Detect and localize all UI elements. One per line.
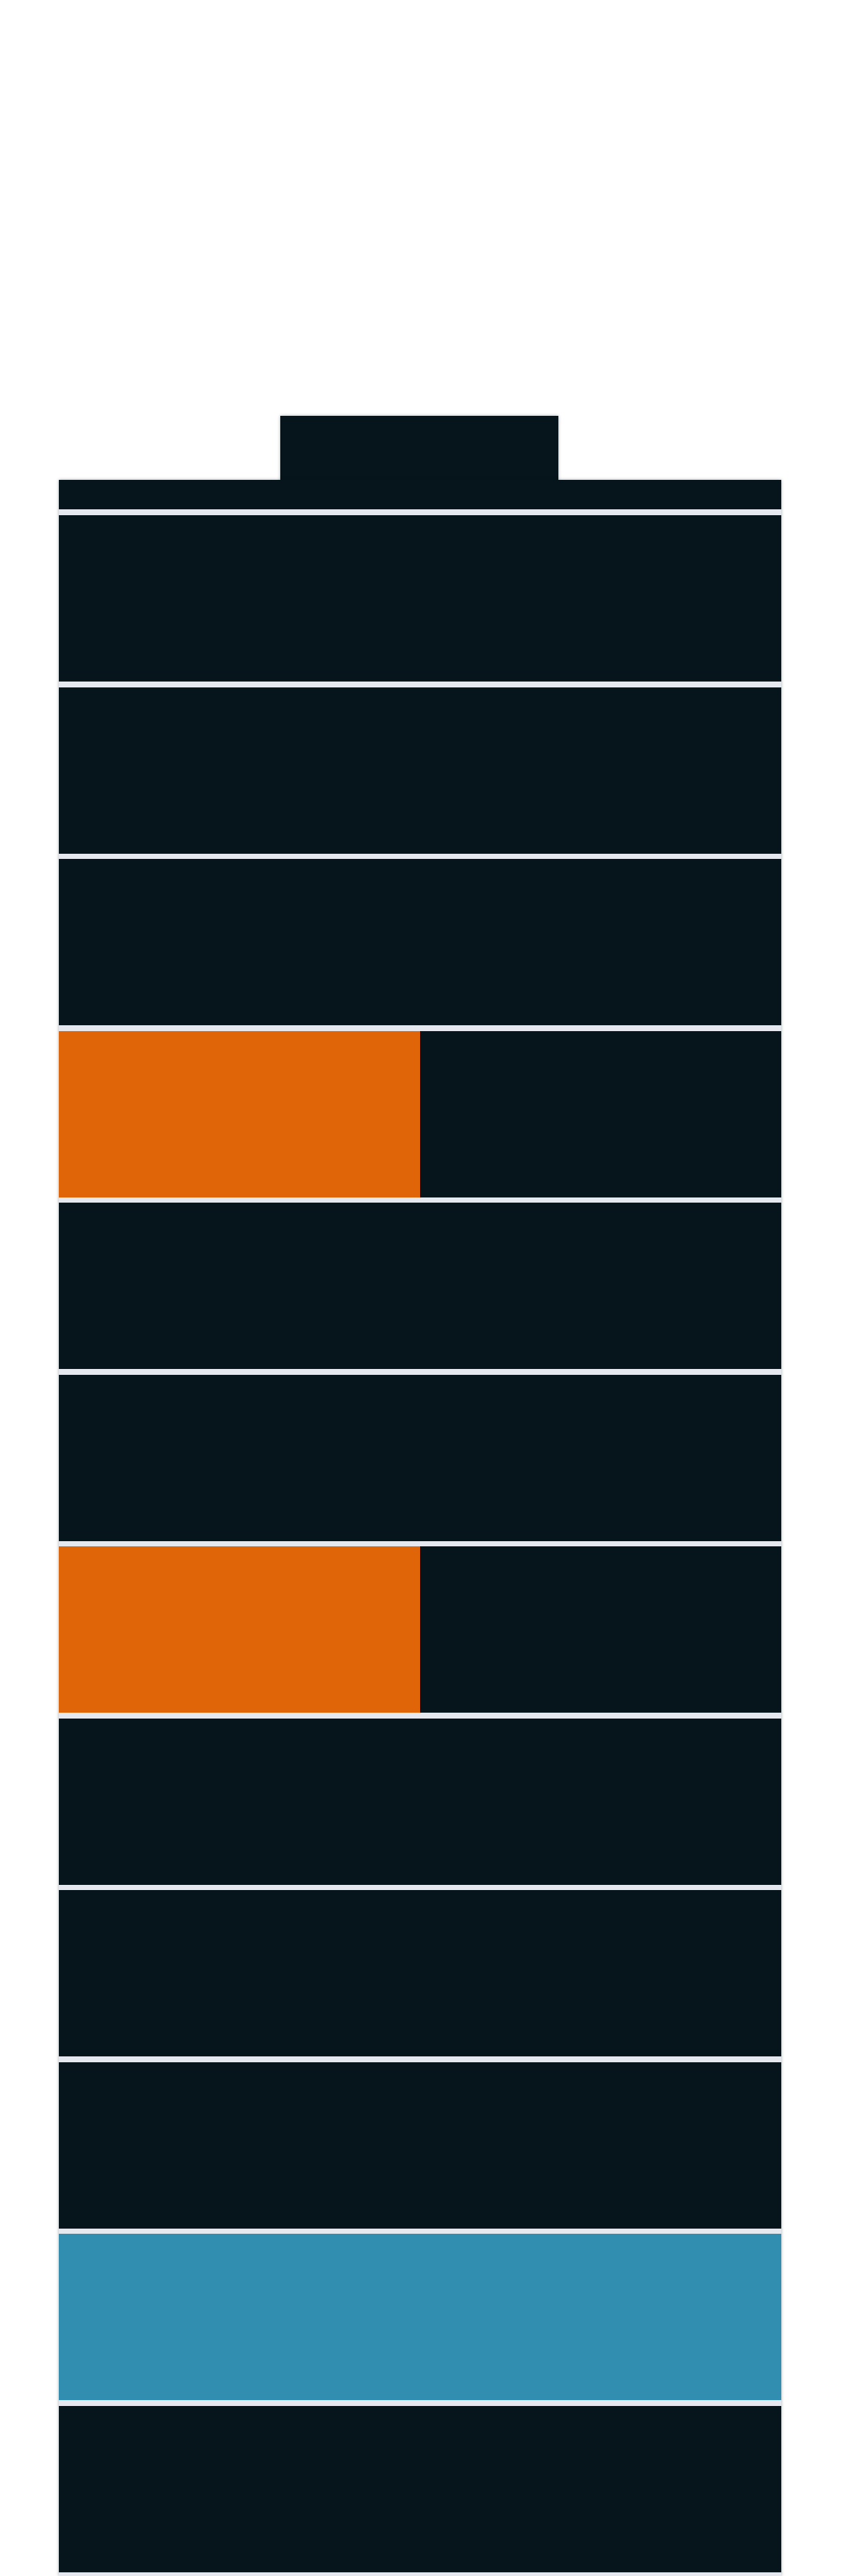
cell-separator <box>59 2228 781 2234</box>
battery-cell <box>59 2234 781 2400</box>
battery-cell <box>59 2405 781 2572</box>
cell-fill <box>59 1546 420 1713</box>
cell-separator <box>59 1540 781 1546</box>
battery-cell <box>59 1374 781 1541</box>
battery-cell <box>59 859 781 1025</box>
cell-separator <box>59 1025 781 1031</box>
cell-separator <box>59 853 781 859</box>
cell-separator <box>59 1197 781 1203</box>
battery-cell <box>59 1718 781 1885</box>
battery-cell <box>59 2062 781 2229</box>
cell-separator <box>59 681 781 687</box>
battery-cell <box>59 515 781 682</box>
battery-cell <box>59 687 781 854</box>
battery-cell <box>59 1546 781 1713</box>
battery-cap <box>280 416 558 489</box>
cell-separator <box>59 1884 781 1890</box>
cell-separator <box>59 2399 781 2406</box>
cell-fill <box>59 2234 781 2400</box>
cell-separator <box>59 1712 781 1719</box>
battery-body <box>59 480 781 2576</box>
battery-cell <box>59 1030 781 1197</box>
battery-cell <box>59 1890 781 2056</box>
cell-separator <box>59 509 781 515</box>
cell-separator <box>59 2572 781 2576</box>
battery-cell <box>59 1203 781 1369</box>
cell-fill <box>59 1030 420 1197</box>
cell-separator <box>59 2056 781 2062</box>
cell-separator <box>59 1368 781 1375</box>
